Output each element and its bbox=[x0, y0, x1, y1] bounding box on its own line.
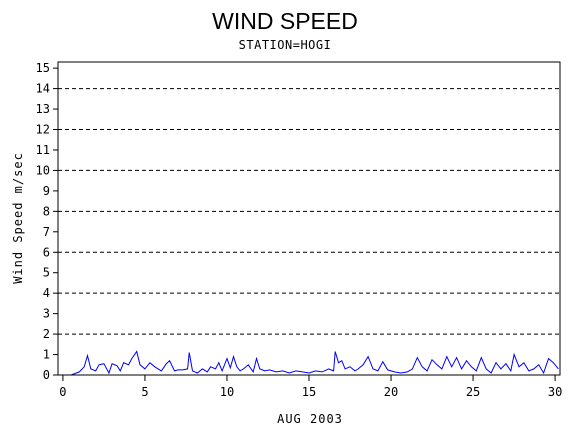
x-tick-label-25: 25 bbox=[466, 385, 480, 399]
y-tick-label-6: 6 bbox=[43, 245, 50, 259]
plot-frame bbox=[57, 61, 561, 376]
chart-subtitle: STATION=HOGI bbox=[239, 38, 332, 52]
x-axis: 0 5 10 15 20 25 30 bbox=[59, 375, 562, 399]
series-line-0 bbox=[62, 350, 559, 376]
x-axis-label: AUG 2003 bbox=[277, 412, 343, 426]
y-tick-label-1: 1 bbox=[43, 348, 50, 362]
y-tick-label-10: 10 bbox=[36, 163, 50, 177]
y-tick-label-0: 0 bbox=[43, 368, 50, 382]
x-tick-label-10: 10 bbox=[220, 385, 234, 399]
y-tick-label-7: 7 bbox=[43, 225, 50, 239]
y-tick-label-3: 3 bbox=[43, 307, 50, 321]
x-tick-label-5: 5 bbox=[141, 385, 148, 399]
y-tick-label-2: 2 bbox=[43, 327, 50, 341]
y-tick-label-14: 14 bbox=[36, 82, 50, 96]
gridlines bbox=[58, 88, 560, 335]
x-tick-label-30: 30 bbox=[548, 385, 562, 399]
chart-title: WIND SPEED bbox=[212, 8, 358, 34]
y-tick-label-4: 4 bbox=[43, 286, 50, 300]
y-tick-label-5: 5 bbox=[43, 266, 50, 280]
y-tick-label-13: 13 bbox=[36, 102, 50, 116]
x-tick-label-0: 0 bbox=[59, 385, 66, 399]
y-tick-label-12: 12 bbox=[36, 123, 50, 137]
x-tick-label-15: 15 bbox=[302, 385, 316, 399]
y-tick-label-9: 9 bbox=[43, 184, 50, 198]
y-axis-label: Wind Speed m/sec bbox=[11, 152, 25, 284]
y-tick-label-15: 15 bbox=[36, 61, 50, 75]
series-layer bbox=[62, 350, 559, 376]
y-tick-label-11: 11 bbox=[36, 143, 50, 157]
y-tick-label-8: 8 bbox=[43, 204, 50, 218]
x-tick-label-20: 20 bbox=[384, 385, 398, 399]
